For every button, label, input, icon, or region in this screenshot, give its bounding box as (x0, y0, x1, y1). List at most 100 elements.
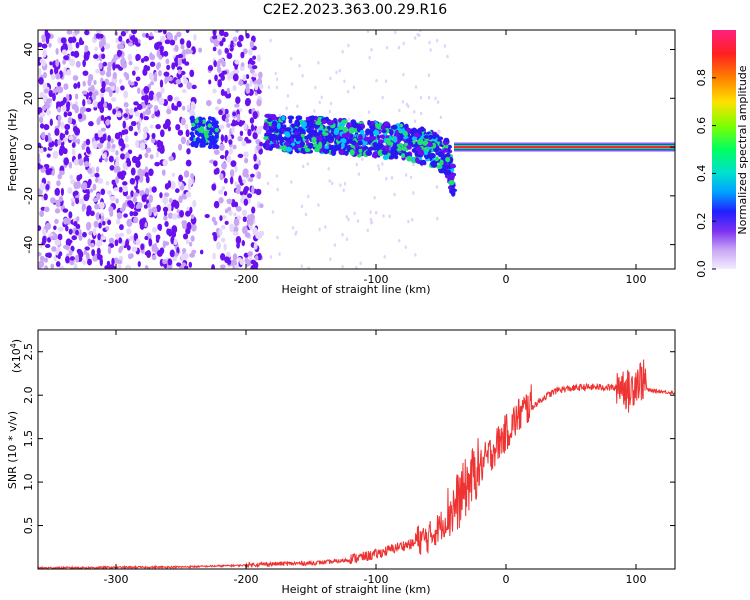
spectrogram-cell (171, 172, 176, 177)
spectrogram-cell (163, 241, 170, 246)
spectrogram-cell (249, 40, 255, 49)
spectrogram-cell (238, 175, 242, 184)
spectrogram-cell (120, 30, 127, 37)
spectrogram-cell (45, 32, 51, 40)
spectrogram-cell (342, 188, 345, 192)
spectrogram-cell (391, 124, 398, 130)
snr-xtick-label: -200 (234, 573, 259, 586)
spectrogram-cell (348, 127, 355, 134)
spectrogram-cell (402, 41, 405, 46)
spectrogram-cell (271, 120, 278, 127)
spectrogram-cell (227, 72, 231, 81)
spectrogram-cell (108, 206, 114, 213)
spectrogram-cell (443, 137, 450, 143)
spectrogram-cell (417, 138, 424, 146)
spectrogram-cell (259, 83, 264, 90)
spectrogram-cell (280, 124, 286, 129)
spectrogram-cell (329, 101, 333, 106)
spectrogram-cell (449, 188, 455, 195)
spectrogram-cell (251, 65, 258, 70)
spectrogram-cell (105, 87, 111, 93)
spectrogram-cell (60, 121, 65, 130)
spectrogram-cell (235, 236, 242, 245)
spectrogram-cell (190, 101, 196, 110)
spectrogram-cell (228, 223, 235, 232)
spectrogram-cell (173, 96, 180, 102)
spectrogram-cell (65, 245, 70, 251)
spectrogram-cell (210, 135, 215, 140)
spectrogram-cell (119, 43, 125, 50)
spectrogram-cell (143, 116, 149, 121)
spectrogram-cell (66, 30, 73, 35)
spectrogram-cell (389, 129, 394, 136)
spectrogram-cell (235, 188, 241, 194)
spectrogram-cell (358, 134, 363, 141)
spectrogram-cell (250, 123, 255, 132)
spectrogram-cell (66, 101, 71, 109)
spectrogram-cell (318, 135, 323, 143)
spectrogram-cell (126, 157, 131, 164)
snr-frame (37, 329, 676, 570)
spectrogram-cell (420, 159, 427, 165)
snr-marks (38, 359, 675, 569)
spectrogram-cell (218, 109, 223, 116)
spectrogram-cell (273, 134, 278, 141)
spectrogram-cell (398, 134, 404, 141)
spectrogram-cell (116, 112, 122, 118)
spectrogram-cell (72, 75, 79, 81)
spectrogram-cell (176, 209, 181, 214)
spectrogram-cell (296, 104, 299, 109)
spectrogram-cell (434, 156, 440, 162)
spectrogram-cell (341, 119, 348, 124)
spectrogram-cell (341, 142, 345, 149)
spectrogram-cell (188, 261, 193, 268)
spectrogram-cell (68, 93, 72, 101)
spectrogram-cell (253, 242, 258, 250)
spectrogram-cell (227, 206, 232, 212)
spectrogram-cell (388, 214, 391, 219)
spectrogram-cell (125, 108, 129, 113)
spectrogram-cell (162, 122, 169, 130)
spectrogram-cell (223, 243, 227, 251)
spectrogram-cell (329, 76, 332, 81)
spectrogram-cell (64, 123, 71, 131)
spectrogram-cell (338, 68, 342, 73)
spectrogram-cell (105, 226, 110, 231)
spectrogram-cell (119, 245, 124, 251)
spectrogram-cell (71, 148, 76, 156)
spectrogram-cell (82, 70, 89, 76)
spectrogram-cell (144, 264, 149, 269)
spectrogram-cell (407, 219, 410, 224)
spectrogram-cell (97, 233, 102, 241)
spectrogram-cell (403, 131, 409, 137)
spectrogram-cell (226, 198, 233, 205)
spectrogram-cell (299, 128, 306, 135)
spectrogram-cell (351, 140, 357, 146)
spectrogram-cell (148, 72, 153, 80)
spectrogram-cell (45, 183, 50, 191)
spectrogram-cell (328, 179, 331, 183)
spectrogram-cell (87, 238, 92, 247)
spectrogram-cell (252, 131, 258, 140)
spectrogram-cell (113, 167, 118, 173)
snr-scale-close: ) (10, 339, 23, 343)
spectrogram-cell (135, 42, 141, 47)
spectrogram-cell (242, 225, 248, 235)
spectrogram-cell (349, 149, 355, 156)
spectrogram-cell (290, 137, 295, 143)
spectrogram-cell (182, 75, 187, 81)
spectrogram-cell (268, 127, 274, 133)
spectrogram-cell (85, 252, 90, 261)
spectrogram-cell (153, 71, 158, 80)
spectrogram-cell (248, 48, 253, 56)
spectrogram-cell (87, 258, 93, 266)
spectrogram-cell (40, 147, 44, 154)
spectrogram-cell (139, 218, 145, 227)
spectrogram-cell (185, 239, 190, 245)
spectrogram-cell (191, 249, 197, 254)
spectrogram-cell (57, 233, 63, 241)
spectrogram-cell (216, 241, 222, 250)
spectrogram-cell (367, 119, 371, 126)
spectrogram-cell (95, 166, 100, 173)
